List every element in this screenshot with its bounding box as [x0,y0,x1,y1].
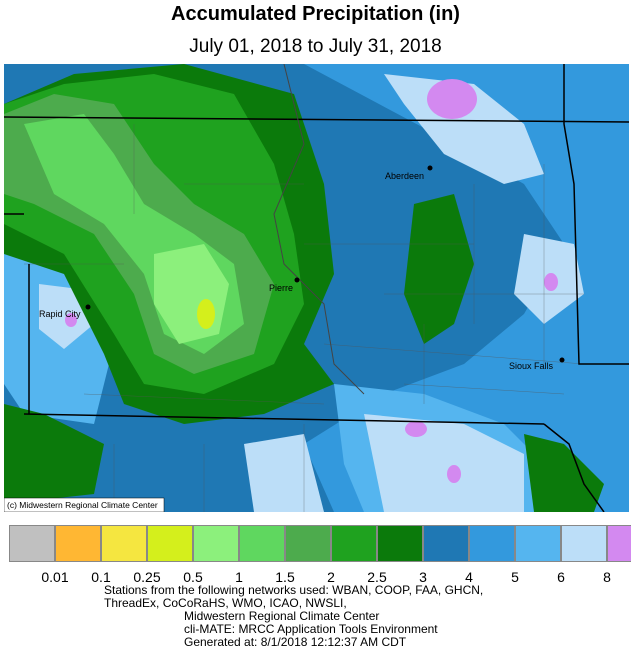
footer-line-networks-1: Stations from the following networks use… [104,583,484,597]
legend-tick-label: 5 [511,569,519,585]
city-label-rapid-city: Rapid City [39,309,81,319]
date-range-subtitle: July 01, 2018 to July 31, 2018 [189,36,442,57]
legend-swatch-9 [423,525,469,562]
footer-line-climate: cli-MATE: MRCC Application Tools Environ… [184,622,438,636]
legend-swatch-12 [561,525,607,562]
footer-line-mrcc: Midwestern Regional Climate Center [184,609,380,623]
legend-tick-label: 6 [557,569,565,585]
legend-tick-label: 0.1 [91,569,111,585]
legend-swatch-10 [469,525,515,562]
legend-swatch-5 [239,525,285,562]
sioux-falls-marker [559,357,565,363]
legend-swatch-8 [377,525,423,562]
legend-swatch-4 [193,525,239,562]
footer-line-generated: Generated at: 8/1/2018 12:12:37 AM CDT [184,635,407,649]
city-label-aberdeen: Aberdeen [385,171,424,181]
legend-tick-label: 0.01 [41,569,69,585]
legend-swatch-2 [101,525,147,562]
legend-tick-label: 1 [235,569,243,585]
footer-line-networks-2: ThreadEx, CoCoRaHS, WMO, ICAO, NWSLI, [104,596,347,610]
legend-tick-label: 0.25 [133,569,161,585]
pierre-marker [294,277,300,283]
legend-swatch-6 [285,525,331,562]
map-title: Accumulated Precipitation (in) [171,3,460,25]
legend-tick-label: 8 [603,569,611,585]
credit-text: (c) Midwestern Regional Climate Center [7,500,158,510]
color-legend [9,525,631,562]
legend-tick-label: 2 [327,569,335,585]
legend-tick-label: 4 [465,569,473,585]
aberdeen-marker [427,165,433,171]
rapid-city-marker [85,304,91,310]
city-label-pierre: Pierre [269,283,293,293]
legend-tick-label: 0.5 [183,569,203,585]
precipitation-map: Aberdeen Pierre Rapid City Sioux Falls (… [4,64,629,512]
legend-swatch-7 [331,525,377,562]
legend-tick-label: 3 [419,569,427,585]
legend-swatch-13 [607,525,631,562]
legend-tick-label: 2.5 [367,569,387,585]
legend-swatch-0 [9,525,55,562]
legend-swatch-11 [515,525,561,562]
city-label-sioux-falls: Sioux Falls [509,361,554,371]
legend-ticks: 0.01 0.1 0.25 0.5 1 1.5 2 2.5 3 4 5 6 8 [0,569,631,587]
legend-tick-label: 1.5 [275,569,295,585]
legend-swatch-1 [55,525,101,562]
legend-swatch-3 [147,525,193,562]
